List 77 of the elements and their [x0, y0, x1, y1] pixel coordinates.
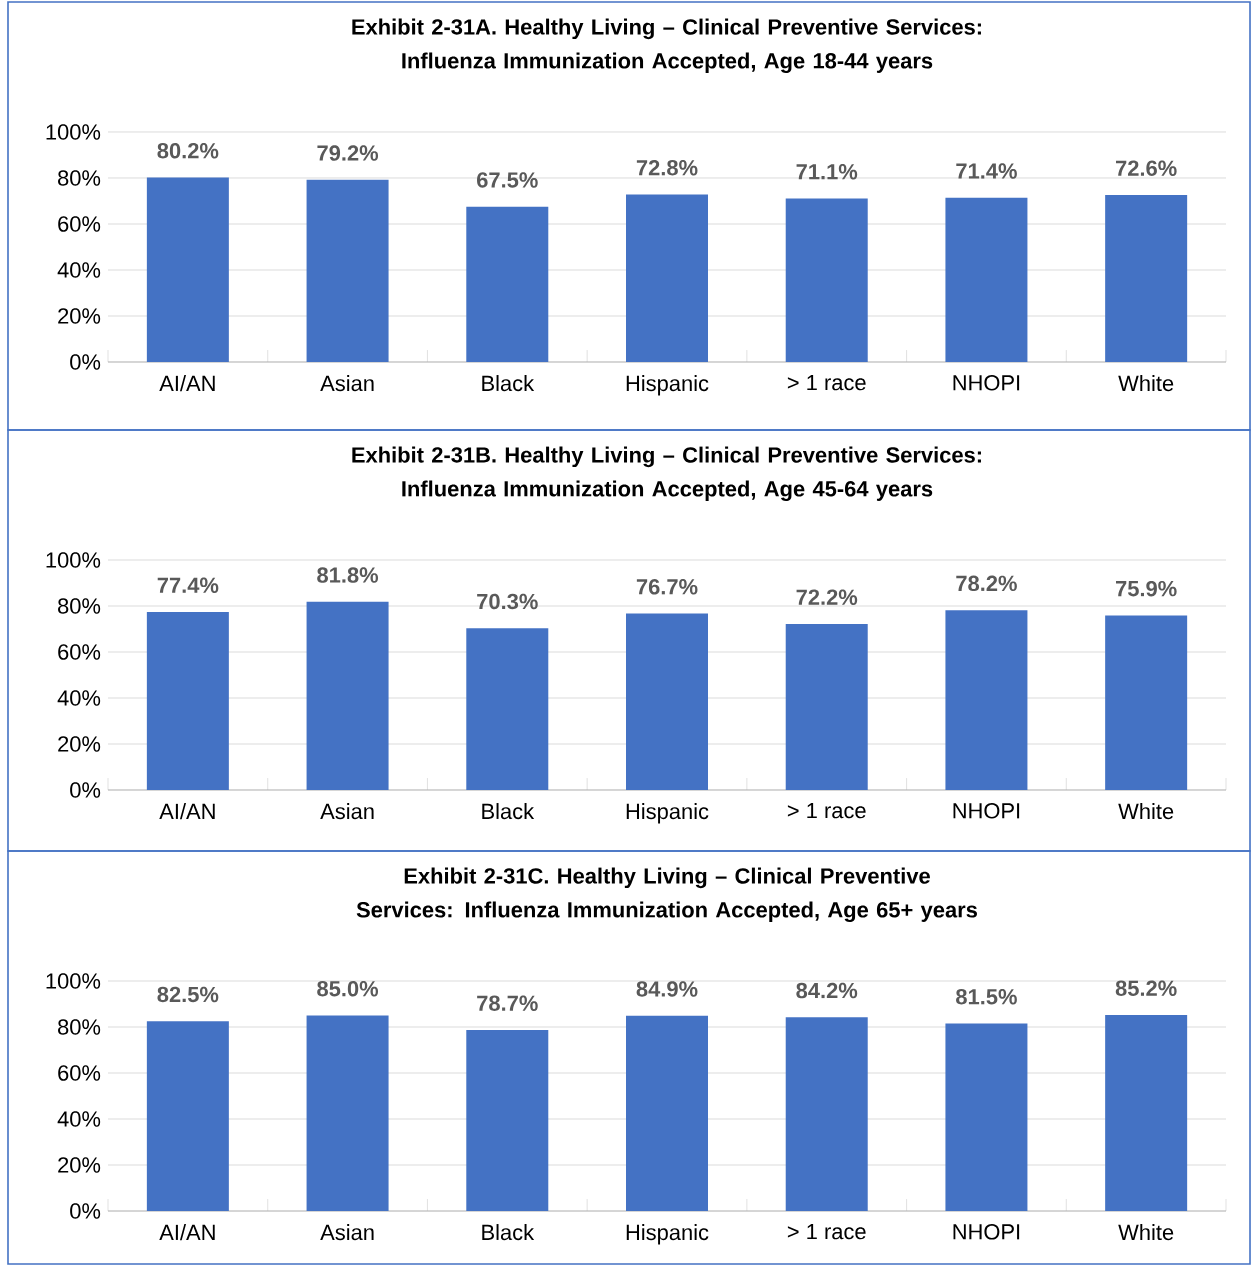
chart-title: Exhibit 2-31C. Healthy Living – Clinical Preventive Services: Influenza Immunization Accepted, Age 65+ years: [356, 867, 977, 923]
bar: [1105, 615, 1188, 790]
y-tick-label: 40%: [57, 1111, 101, 1127]
y-tick-label: 0%: [70, 354, 101, 370]
x-tick-label: > 1 race: [787, 803, 866, 819]
y-tick-label: 60%: [58, 1065, 101, 1081]
data-label: 72.6%: [1116, 160, 1177, 176]
data-label: 78.7%: [477, 995, 538, 1011]
bar: [1105, 195, 1188, 362]
bar: [945, 610, 1028, 790]
x-tick-label: White: [1118, 803, 1174, 820]
x-tick-label: AI/AN: [159, 375, 215, 392]
bar: [466, 628, 549, 790]
x-tick-label: NHOPI: [953, 1224, 1020, 1240]
y-tick-label: 0%: [70, 782, 101, 798]
y-tick-label: 20%: [58, 1157, 101, 1173]
x-tick-label: AI/AN: [159, 803, 215, 820]
bar: [945, 197, 1028, 362]
data-label: 72.8%: [636, 160, 698, 176]
y-tick-label: 80%: [58, 598, 101, 614]
data-label: 67.5%: [477, 172, 538, 188]
data-label: 79.2%: [317, 145, 379, 161]
x-tick-label: Asian: [320, 375, 374, 392]
y-tick-label: 0%: [70, 1203, 101, 1219]
data-label: 80.2%: [157, 142, 219, 159]
x-tick-label: Black: [482, 375, 535, 392]
bar: [306, 179, 389, 362]
data-label: 71.4%: [956, 163, 1017, 179]
x-tick-label: Asian: [320, 803, 374, 820]
data-label: 85.2%: [1115, 980, 1177, 996]
y-tick-label: 100%: [46, 124, 101, 140]
x-tick-label: Asian: [320, 1224, 374, 1241]
chart-title: Exhibit 2-31B. Healthy Living – Clinical Preventive Services: Influenza Immunization Accepted, Age 45-64 years: [352, 446, 981, 502]
data-label: 84.2%: [796, 982, 858, 999]
bar: [146, 177, 229, 362]
data-label: 81.5%: [956, 989, 1017, 1005]
x-tick-label: Hispanic: [626, 803, 709, 824]
x-tick-label: Hispanic: [626, 375, 709, 396]
x-tick-label: Black: [482, 1224, 535, 1241]
bar: [146, 611, 229, 790]
y-tick-label: 100%: [46, 973, 101, 989]
data-label: 77.4%: [157, 577, 219, 593]
data-label: 71.1%: [796, 164, 858, 180]
data-label: 78.2%: [956, 575, 1017, 592]
data-label: 85.0%: [317, 980, 379, 997]
bar: [626, 613, 708, 790]
y-tick-label: 40%: [57, 262, 101, 278]
x-tick-label: White: [1118, 375, 1174, 392]
y-tick-label: 20%: [58, 308, 101, 324]
x-tick-label: Hispanic: [626, 1224, 709, 1245]
y-tick-label: 60%: [58, 216, 101, 232]
y-tick-label: 100%: [46, 552, 101, 568]
x-tick-label: NHOPI: [953, 375, 1020, 391]
data-label: 81.8%: [317, 567, 379, 583]
x-tick-label: > 1 race: [787, 375, 866, 391]
bar: [626, 194, 708, 362]
y-tick-label: 60%: [58, 644, 101, 660]
bar: [466, 206, 549, 362]
data-label: 72.2%: [796, 589, 858, 605]
y-tick-label: 40%: [57, 690, 101, 706]
data-label: 70.3%: [477, 593, 538, 610]
chart-title: Exhibit 2-31A. Healthy Living – Clinical Preventive Services: Influenza Immunization Accepted, Age 18-44 years: [352, 18, 981, 73]
x-tick-label: Black: [482, 803, 535, 820]
x-tick-label: > 1 race: [787, 1224, 866, 1240]
x-tick-label: White: [1118, 1224, 1174, 1241]
data-label: 76.7%: [636, 579, 698, 595]
data-label: 82.5%: [157, 986, 219, 1003]
bar: [785, 623, 868, 790]
bar: [785, 198, 868, 362]
data-label: 75.9%: [1116, 580, 1177, 597]
y-tick-label: 80%: [58, 1019, 101, 1035]
y-tick-label: 20%: [58, 736, 101, 752]
bar: [306, 601, 389, 790]
x-tick-label: AI/AN: [159, 1224, 215, 1241]
x-tick-label: NHOPI: [953, 803, 1020, 819]
y-tick-label: 80%: [58, 170, 101, 186]
data-label: 84.9%: [636, 981, 698, 997]
